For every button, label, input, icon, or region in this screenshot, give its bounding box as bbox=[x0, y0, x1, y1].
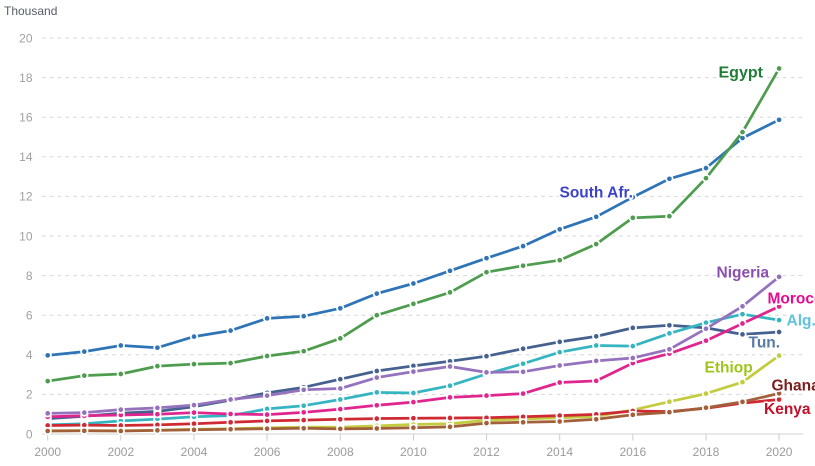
svg-text:2016: 2016 bbox=[619, 445, 646, 459]
svg-text:6: 6 bbox=[26, 309, 33, 323]
svg-text:2012: 2012 bbox=[473, 445, 500, 459]
svg-text:Alg.: Alg. bbox=[787, 313, 815, 330]
svg-text:10: 10 bbox=[19, 229, 33, 243]
svg-text:2006: 2006 bbox=[254, 445, 281, 459]
svg-text:Tun.: Tun. bbox=[749, 335, 781, 352]
svg-text:14: 14 bbox=[19, 150, 33, 164]
svg-text:16: 16 bbox=[19, 111, 33, 125]
svg-text:2000: 2000 bbox=[34, 445, 61, 459]
svg-text:Nigeria: Nigeria bbox=[717, 265, 770, 282]
svg-text:2: 2 bbox=[26, 388, 33, 402]
svg-text:2020: 2020 bbox=[766, 445, 793, 459]
svg-text:Ghana: Ghana bbox=[772, 378, 815, 395]
svg-text:Egypt: Egypt bbox=[719, 65, 764, 82]
svg-text:2014: 2014 bbox=[546, 445, 573, 459]
svg-text:0: 0 bbox=[26, 427, 33, 441]
svg-text:Thousand: Thousand bbox=[4, 4, 57, 18]
svg-text:18: 18 bbox=[19, 71, 33, 85]
svg-text:2004: 2004 bbox=[181, 445, 208, 459]
svg-text:12: 12 bbox=[19, 190, 33, 204]
svg-text:4: 4 bbox=[26, 348, 33, 362]
svg-text:20: 20 bbox=[19, 31, 33, 45]
svg-text:2002: 2002 bbox=[107, 445, 134, 459]
svg-text:Morocco: Morocco bbox=[768, 291, 815, 308]
svg-text:Kenya: Kenya bbox=[764, 401, 811, 418]
svg-text:South Afr.: South Afr. bbox=[560, 185, 633, 202]
svg-text:8: 8 bbox=[26, 269, 33, 283]
svg-text:Ethiop: Ethiop bbox=[705, 360, 753, 377]
svg-text:2008: 2008 bbox=[327, 445, 354, 459]
svg-text:2010: 2010 bbox=[400, 445, 427, 459]
svg-text:2018: 2018 bbox=[693, 445, 720, 459]
